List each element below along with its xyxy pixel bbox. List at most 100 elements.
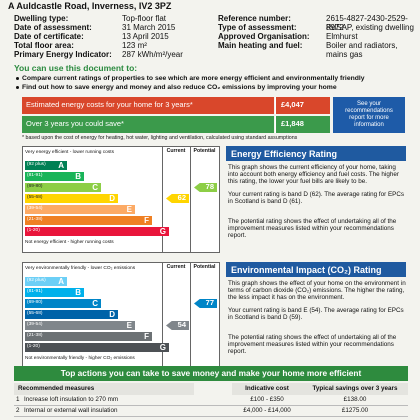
- band-range: (39-54): [27, 206, 43, 211]
- panel-title: Energy Efficiency Rating: [226, 146, 406, 161]
- table-header: Indicative cost: [232, 383, 302, 395]
- rating-value: 77: [205, 298, 214, 307]
- band-range: (92 plus): [27, 278, 46, 283]
- panel-paragraph: Your current rating is band D (62). The …: [228, 191, 405, 206]
- band-letter: B: [75, 288, 81, 297]
- band-range: (69-80): [27, 300, 43, 305]
- band-letter: G: [159, 227, 166, 236]
- row-cost: £100 - £350: [250, 396, 284, 403]
- cost-footnote: * based upon the cost of energy for heat…: [22, 135, 298, 141]
- detail-value: 2615-4827-2430-2529-8972: [326, 14, 408, 33]
- table-header: Typical savings over 3 years: [302, 383, 408, 395]
- detail-value: RdSAP, existing dwelling: [326, 23, 414, 32]
- band-letter: C: [92, 183, 98, 192]
- row-number: 2: [16, 407, 20, 414]
- row-cost: £4,000 - £14,000: [243, 407, 291, 414]
- panel-paragraph: Your current rating is band E (54). The …: [228, 307, 404, 322]
- detail-value: Boiler and radiators, mains gas: [326, 41, 398, 60]
- chart-bottom-label: Not energy efficient - higher running co…: [25, 240, 114, 245]
- band: (69-80) C: [25, 183, 101, 192]
- detail-label: Total floor area:: [14, 41, 74, 50]
- cost-note: See your recommendations report for more…: [333, 97, 405, 133]
- band-letter: B: [75, 172, 81, 181]
- row-saving: £1275.00: [341, 407, 369, 414]
- rating-arrow: 77: [194, 299, 217, 308]
- bullet: Find out how to save energy and money an…: [22, 84, 337, 91]
- rating-arrow: 78: [194, 183, 217, 192]
- detail-label: Primary Energy Indicator:: [14, 50, 112, 59]
- col-line: [162, 262, 163, 369]
- panel-paragraph: The potential rating shows the effect of…: [228, 218, 397, 240]
- cost-row: Over 3 years you could save*: [22, 116, 274, 133]
- bullet-dot: [16, 86, 19, 89]
- band: (81-91) B: [25, 288, 84, 297]
- detail-value: 13 April 2015: [122, 32, 169, 41]
- chart-top-label: Very environmentally friendly - lower CO…: [25, 266, 136, 271]
- band-letter: C: [92, 299, 98, 308]
- row-number: 1: [16, 396, 20, 403]
- detail-value: Elmhurst: [326, 32, 358, 41]
- row-measure: Internal or external wall insulation: [24, 407, 118, 414]
- intro-title: You can use this document to:: [14, 63, 138, 73]
- row-saving: £138.00: [343, 396, 367, 403]
- band: (1-20) G: [25, 227, 169, 236]
- chart-bottom-label: Not environmentally friendly - higher CO…: [25, 356, 135, 361]
- detail-value: 31 March 2015: [122, 23, 176, 32]
- rating-value: 78: [205, 182, 214, 191]
- row-rule: [14, 416, 408, 417]
- band-range: (39-54): [27, 322, 43, 327]
- band: (92 plus) A: [25, 277, 67, 286]
- band-letter: D: [109, 310, 115, 319]
- detail-label: Approved Organisation:: [218, 32, 310, 41]
- detail-label: Date of assessment:: [14, 23, 92, 32]
- rating-value: 62: [177, 193, 186, 202]
- detail-value: 123 m²: [122, 41, 147, 50]
- band-letter: G: [159, 343, 166, 352]
- row-rule: [14, 405, 408, 406]
- col-line: [190, 146, 191, 253]
- col-line: [190, 262, 191, 369]
- row-measure: Increase loft insulation to 270 mm: [24, 396, 119, 403]
- table-header: Recommended measures: [14, 383, 194, 395]
- band-letter: E: [126, 321, 132, 330]
- address: A Auldcastle Road, Inverness, IV2 3PZ: [8, 1, 172, 11]
- band-range: (81-91): [27, 289, 43, 294]
- band: (81-91) B: [25, 172, 84, 181]
- band: (1-20) G: [25, 343, 169, 352]
- band: (21-38) F: [25, 216, 152, 225]
- band-range: (1-20): [27, 344, 40, 349]
- detail-label: Date of certificate:: [14, 32, 84, 41]
- band-letter: D: [109, 194, 115, 203]
- bullet-dot: [16, 77, 19, 80]
- rating-arrow: 54: [166, 321, 189, 330]
- chart-top-label: Very energy efficient - lower running co…: [25, 150, 114, 155]
- bullet: Compare current ratings of properties to…: [22, 75, 365, 82]
- rating-arrow: 62: [166, 194, 189, 203]
- band-letter: A: [58, 161, 64, 170]
- detail-value: Top-floor flat: [122, 14, 167, 23]
- cost-row: Estimated energy costs for your home for…: [22, 97, 274, 114]
- rating-value: 54: [177, 320, 186, 329]
- col-header: Potential: [193, 148, 216, 154]
- band: (92 plus) A: [25, 161, 67, 170]
- band: (69-80) C: [25, 299, 101, 308]
- band-letter: E: [126, 205, 132, 214]
- detail-value: 287 kWh/m²/year: [122, 50, 183, 59]
- band-range: (69-80): [27, 184, 43, 189]
- detail-label: Main heating and fuel:: [218, 41, 303, 50]
- panel-paragraph: The potential rating shows the effect of…: [228, 334, 397, 356]
- band: (55-68) D: [25, 194, 118, 203]
- panel-paragraph: This graph shows the current efficiency …: [228, 164, 399, 186]
- band-letter: F: [144, 332, 149, 341]
- band-range: (92 plus): [27, 162, 46, 167]
- cost-amount: £1,848: [275, 116, 330, 133]
- band-range: (55-68): [27, 311, 43, 316]
- band: (21-38) F: [25, 332, 152, 341]
- band-range: (55-68): [27, 195, 43, 200]
- band-letter: F: [144, 216, 149, 225]
- col-header: Potential: [193, 264, 216, 270]
- band: (55-68) D: [25, 310, 118, 319]
- col-line: [162, 146, 163, 253]
- band-letter: A: [58, 277, 64, 286]
- band-range: (1-20): [27, 228, 40, 233]
